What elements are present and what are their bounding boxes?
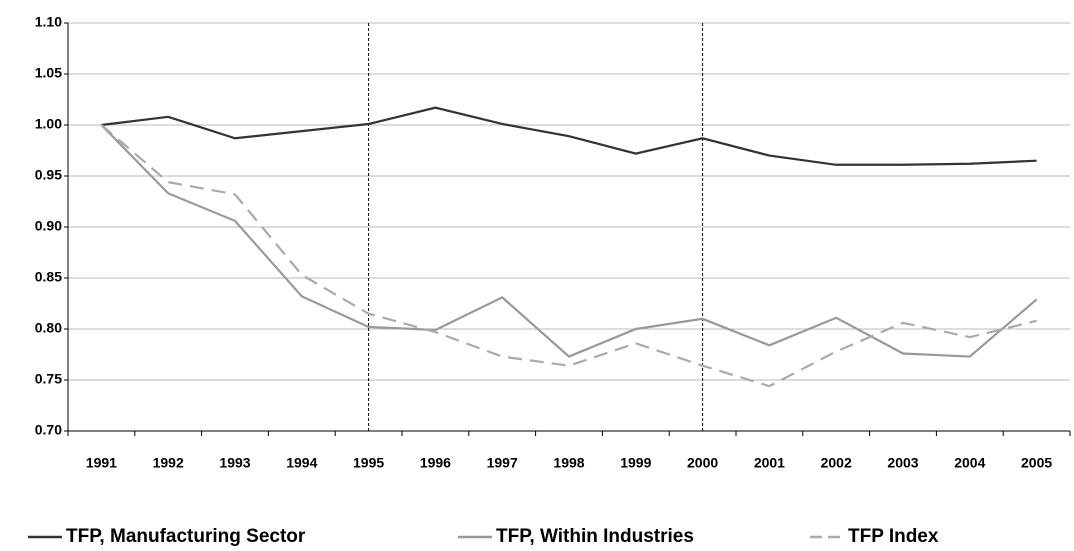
- y-tick-label: 0.70: [35, 422, 62, 438]
- y-tick-label: 1.10: [35, 14, 62, 30]
- y-tick-label: 1.05: [35, 65, 62, 81]
- series-line: [101, 106, 1037, 166]
- x-tick-label: 1995: [353, 455, 384, 471]
- x-tick-label: 2005: [1021, 455, 1052, 471]
- legend-label: TFP Index: [848, 526, 939, 547]
- y-tick-label: 0.90: [35, 218, 62, 234]
- legend-label: TFP, Manufacturing Sector: [66, 526, 306, 547]
- legend-label: TFP, Within Industries: [496, 526, 694, 547]
- x-tick-label: 2003: [887, 455, 918, 471]
- y-tick-label: 0.85: [35, 269, 62, 285]
- x-tick-label: 1991: [86, 455, 117, 471]
- y-tick-label: 0.95: [35, 167, 62, 183]
- x-tick-label: 1992: [153, 455, 184, 471]
- x-tick-label: 1996: [420, 455, 451, 471]
- x-tick-label: 1994: [286, 455, 317, 471]
- x-tick-label: 1999: [620, 455, 651, 471]
- series-line: [100, 124, 1037, 388]
- y-tick-label: 0.75: [35, 371, 62, 387]
- x-tick-label: 1993: [219, 455, 250, 471]
- x-tick-label: 1998: [553, 455, 584, 471]
- y-tick-label: 1.00: [35, 116, 62, 132]
- x-tick-label: 2004: [954, 455, 985, 471]
- series-line: [100, 124, 1038, 358]
- x-tick-label: 2000: [687, 455, 718, 471]
- y-tick-label: 0.80: [35, 320, 62, 336]
- x-tick-label: 1997: [487, 455, 518, 471]
- x-tick-label: 2002: [821, 455, 852, 471]
- x-tick-label: 2001: [754, 455, 785, 471]
- legend: TFP, Manufacturing Sector TFP, Within Ind…: [28, 526, 939, 547]
